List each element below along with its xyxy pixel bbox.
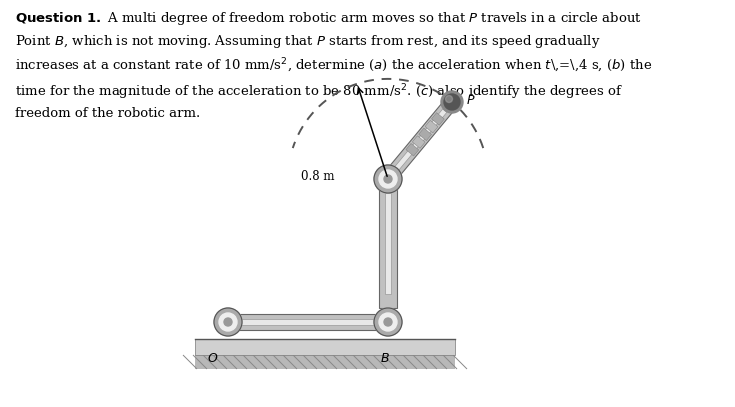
Circle shape [374, 165, 402, 193]
Circle shape [384, 318, 392, 326]
Polygon shape [406, 143, 419, 156]
Text: $\mathbf{Question\ 1.}$ A multi degree of freedom robotic arm moves so that $\ma: $\mathbf{Question\ 1.}$ A multi degree o… [15, 10, 653, 120]
Polygon shape [383, 98, 457, 184]
Polygon shape [379, 179, 397, 308]
Polygon shape [228, 314, 388, 330]
Circle shape [379, 170, 397, 188]
Polygon shape [419, 128, 431, 140]
Text: $O$: $O$ [207, 352, 219, 365]
Polygon shape [384, 193, 392, 293]
Text: 0.8 m: 0.8 m [301, 171, 334, 184]
Circle shape [214, 308, 242, 336]
Bar [195, 355, 455, 369]
Circle shape [374, 308, 402, 336]
Circle shape [384, 175, 392, 183]
Circle shape [224, 318, 232, 326]
Bar [195, 339, 455, 355]
Circle shape [445, 96, 453, 103]
Polygon shape [425, 120, 438, 133]
Polygon shape [431, 113, 445, 125]
Circle shape [219, 313, 237, 331]
Text: $B$: $B$ [380, 352, 390, 365]
Polygon shape [241, 319, 375, 325]
Text: $P$: $P$ [466, 94, 476, 107]
Circle shape [379, 313, 397, 331]
Polygon shape [412, 136, 425, 148]
Circle shape [444, 94, 460, 110]
Polygon shape [393, 109, 447, 172]
Circle shape [441, 91, 463, 113]
